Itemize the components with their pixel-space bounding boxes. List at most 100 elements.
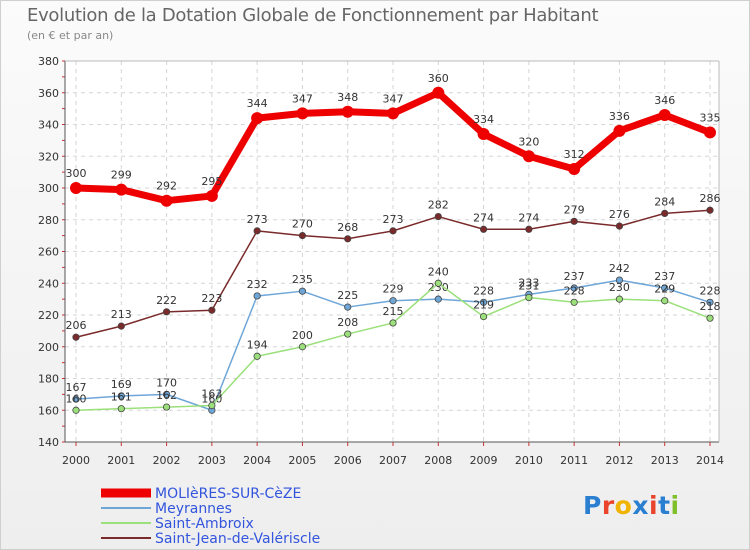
data-label: 242 xyxy=(609,262,630,275)
data-label: 270 xyxy=(292,218,313,231)
data-point xyxy=(522,150,535,163)
data-point xyxy=(615,222,624,230)
data-label: 229 xyxy=(383,283,404,296)
data-label: 292 xyxy=(156,180,177,193)
data-label: 200 xyxy=(292,329,313,342)
y-tick-label: 360 xyxy=(38,87,59,100)
x-tick-label: 2000 xyxy=(62,454,90,467)
data-point xyxy=(479,312,488,321)
logo-letter: r xyxy=(601,491,615,520)
y-tick-label: 200 xyxy=(38,341,59,354)
y-tick-label: 340 xyxy=(38,119,59,132)
y-tick-label: 140 xyxy=(38,436,59,449)
data-point xyxy=(72,333,80,341)
data-point xyxy=(253,227,261,235)
data-point xyxy=(389,319,397,327)
data-point xyxy=(298,287,307,295)
data-point xyxy=(434,212,442,221)
data-label: 162 xyxy=(156,389,177,402)
data-label: 215 xyxy=(383,305,404,318)
data-label: 219 xyxy=(473,299,494,312)
data-label: 167 xyxy=(66,381,87,394)
data-point xyxy=(661,284,669,292)
chart-title: Evolution de la Dotation Globale de Fonc… xyxy=(27,5,599,26)
data-label: 231 xyxy=(518,280,539,293)
data-label: 274 xyxy=(518,211,539,224)
data-label: 229 xyxy=(654,283,675,296)
data-label: 218 xyxy=(700,300,721,313)
data-point xyxy=(706,298,714,306)
data-point xyxy=(160,194,173,207)
x-tick-label: 2003 xyxy=(198,454,226,467)
data-point xyxy=(117,322,125,330)
data-label: 225 xyxy=(337,289,358,302)
data-label: 228 xyxy=(473,284,494,297)
data-point xyxy=(208,306,216,314)
data-label: 312 xyxy=(564,148,585,161)
data-point xyxy=(387,107,399,120)
data-point xyxy=(117,392,125,400)
data-label: 273 xyxy=(383,213,404,226)
x-tick-label: 2004 xyxy=(243,454,271,467)
data-label: 347 xyxy=(292,92,313,105)
data-label: 335 xyxy=(700,111,721,124)
data-label: 299 xyxy=(111,169,132,182)
x-tick-label: 2007 xyxy=(379,454,407,467)
data-point xyxy=(115,183,128,196)
data-point xyxy=(525,225,533,233)
data-point xyxy=(479,225,488,233)
x-tick-label: 2012 xyxy=(605,454,633,467)
data-label: 213 xyxy=(111,308,132,321)
data-point xyxy=(72,406,80,414)
data-point xyxy=(434,295,442,303)
data-point xyxy=(344,235,352,243)
data-label: 232 xyxy=(247,278,268,291)
data-label: 160 xyxy=(66,392,87,405)
data-label: 282 xyxy=(428,199,449,212)
data-label: 286 xyxy=(700,192,721,205)
y-tick-label: 260 xyxy=(38,246,59,259)
data-point xyxy=(341,105,354,118)
data-label: 208 xyxy=(337,316,358,329)
data-label: 169 xyxy=(111,378,132,391)
data-point xyxy=(658,108,671,121)
data-label: 284 xyxy=(654,195,675,208)
data-label: 346 xyxy=(654,94,675,107)
data-label: 295 xyxy=(201,175,222,188)
x-tick-label: 2008 xyxy=(424,454,452,467)
y-tick-label: 220 xyxy=(38,309,59,322)
data-point xyxy=(661,209,669,217)
data-label: 235 xyxy=(292,273,313,286)
x-tick-label: 2010 xyxy=(515,454,543,467)
data-label: 347 xyxy=(383,92,404,105)
legend-label: Saint-Ambroix xyxy=(155,516,254,532)
data-label: 273 xyxy=(247,213,268,226)
data-point xyxy=(162,390,171,398)
x-tick-label: 2011 xyxy=(560,454,588,467)
y-tick-label: 180 xyxy=(38,373,59,386)
data-label: 222 xyxy=(156,294,177,307)
x-tick-label: 2005 xyxy=(288,454,316,467)
data-point xyxy=(253,352,261,360)
data-point xyxy=(570,298,578,306)
data-point xyxy=(432,86,445,99)
data-label: 230 xyxy=(428,281,449,294)
data-label: 300 xyxy=(66,167,87,180)
data-point xyxy=(117,405,125,413)
data-label: 334 xyxy=(473,113,494,126)
data-point xyxy=(344,303,352,311)
data-point xyxy=(615,295,624,303)
data-point xyxy=(344,330,352,338)
x-tick-label: 2009 xyxy=(470,454,498,467)
data-label: 233 xyxy=(518,276,539,289)
data-point xyxy=(162,403,171,411)
y-tick-label: 240 xyxy=(38,277,59,290)
data-label: 268 xyxy=(337,221,358,234)
x-tick-label: 2001 xyxy=(107,454,135,467)
y-tick-label: 160 xyxy=(38,404,59,417)
data-label: 161 xyxy=(111,391,132,404)
data-point xyxy=(704,126,716,139)
data-label: 228 xyxy=(700,284,721,297)
logo-letter: t xyxy=(658,491,671,520)
